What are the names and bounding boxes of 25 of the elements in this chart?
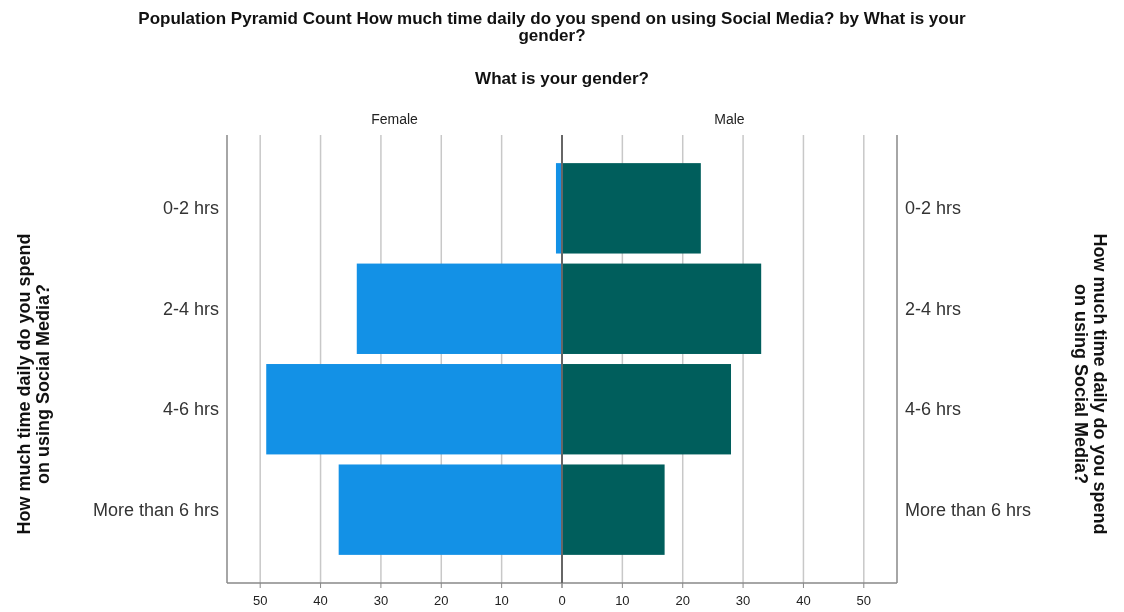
y-tick-label: 4-6 hrs bbox=[905, 399, 962, 420]
x-tick-label: 40 bbox=[796, 593, 811, 608]
text: Female bbox=[371, 111, 419, 127]
chart-title: Population Pyramid Count How much time daily do you spend on using Social Media? by What is your gender? bbox=[138, 9, 967, 45]
x-tick-label: 20 bbox=[675, 593, 690, 608]
x-tick-label: 10 bbox=[494, 593, 509, 608]
x-tick-label: 40 bbox=[313, 593, 328, 608]
y-tick-label: 2-4 hrs bbox=[905, 298, 962, 319]
x-tick-label: 0 bbox=[558, 593, 566, 608]
y-axis-title: How much time daily do you spend on using Social Media? bbox=[1071, 233, 1110, 535]
y-tick-label: 2-4 hrs bbox=[162, 298, 219, 319]
y-tick-label: More than 6 hrs bbox=[905, 499, 1032, 520]
x-tick-label: 20 bbox=[434, 593, 449, 608]
text: Male bbox=[714, 111, 745, 127]
y-tick-label: More than 6 hrs bbox=[92, 499, 219, 520]
y-axis-title: How much time daily do you spend on using Social Media? bbox=[14, 233, 53, 535]
x-tick-label: 50 bbox=[856, 593, 872, 608]
y-tick-label: 0-2 hrs bbox=[905, 198, 962, 219]
x-tick-label: 10 bbox=[615, 593, 630, 608]
y-tick-label: 4-6 hrs bbox=[162, 399, 219, 420]
x-tick-label: 50 bbox=[252, 593, 268, 608]
y-tick-label: 0-2 hrs bbox=[162, 198, 219, 219]
x-tick-label: 30 bbox=[735, 593, 751, 608]
chart-subtitle: What is your gender? bbox=[475, 69, 649, 88]
x-tick-label: 30 bbox=[373, 593, 389, 608]
